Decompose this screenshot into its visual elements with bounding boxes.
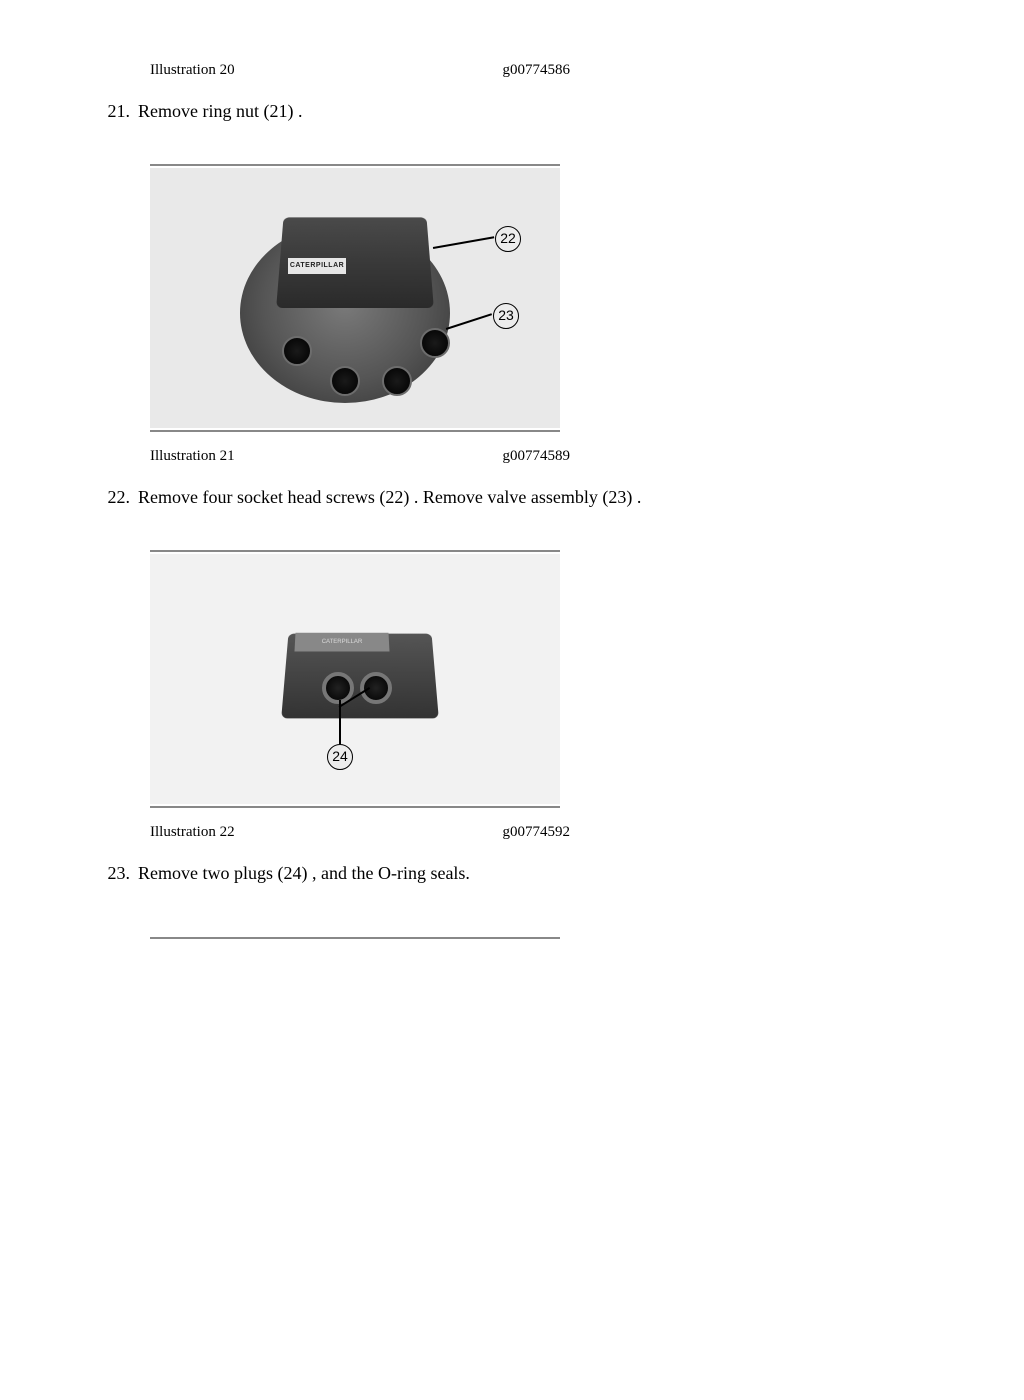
callout-23: 23 (493, 303, 519, 329)
callout-24: 24 (327, 744, 353, 770)
step-22-text: Remove four socket head screws (22) . Re… (138, 485, 934, 510)
illustration-21-caption: Illustration 21 g00774589 (150, 446, 570, 467)
step-22: 22. Remove four socket head screws (22) … (90, 485, 934, 510)
illustration-22-code: g00774592 (503, 822, 571, 843)
illustration-22-caption: Illustration 22 g00774592 (150, 822, 570, 843)
illustration-20-caption: Illustration 20 g00774586 (150, 60, 570, 81)
illustration-22-label: Illustration 22 (150, 822, 235, 843)
step-22-number: 22. (90, 485, 138, 510)
nameplate-label: CATERPILLAR (288, 258, 346, 274)
port-icon (420, 328, 450, 358)
figure-rule-icon (150, 430, 560, 432)
step-21-text: Remove ring nut (21) . (138, 99, 934, 124)
port-icon (282, 336, 312, 366)
port-icon (382, 366, 412, 396)
figure-22: CATERPILLAR 24 (150, 550, 560, 808)
step-23-text: Remove two plugs (24) , and the O-ring s… (138, 861, 934, 886)
port-icon (330, 366, 360, 396)
figure-22-image: CATERPILLAR 24 (150, 554, 560, 804)
leader-line-icon (446, 313, 492, 329)
figure-rule-icon (150, 164, 560, 166)
step-23: 23. Remove two plugs (24) , and the O-ri… (90, 861, 934, 886)
figure-rule-icon (150, 806, 560, 808)
step-21-number: 21. (90, 99, 138, 124)
figure-rule-icon (150, 937, 560, 939)
illustration-20-label: Illustration 20 (150, 60, 235, 81)
figure-rule-icon (150, 550, 560, 552)
illustration-21-label: Illustration 21 (150, 446, 235, 467)
step-21: 21. Remove ring nut (21) . (90, 99, 934, 124)
illustration-21-code: g00774589 (503, 446, 571, 467)
nameplate-label: CATERPILLAR (294, 633, 389, 652)
figure-21-image: CATERPILLAR 22 23 (150, 168, 560, 428)
callout-22: 22 (495, 226, 521, 252)
illustration-20-code: g00774586 (503, 60, 571, 81)
leader-line-icon (433, 236, 494, 248)
figure-21: CATERPILLAR 22 23 (150, 164, 560, 432)
step-23-number: 23. (90, 861, 138, 886)
